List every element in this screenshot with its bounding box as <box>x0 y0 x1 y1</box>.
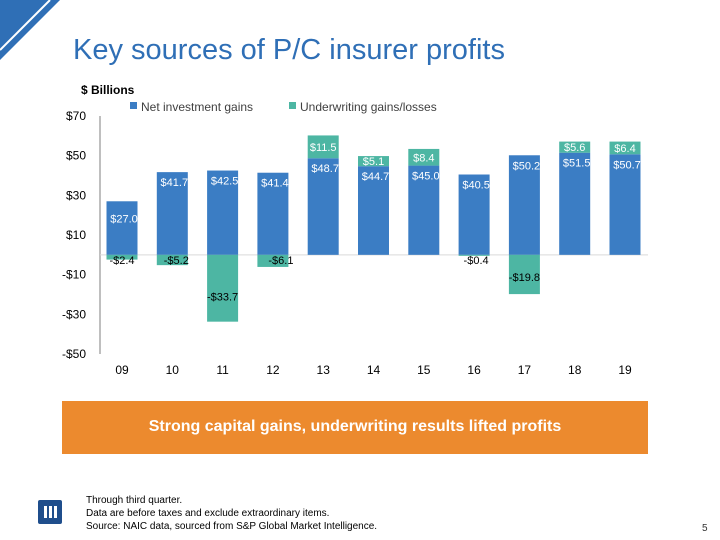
iii-logo-icon <box>38 500 62 524</box>
x-tick-label: 13 <box>317 363 331 377</box>
footnote-line: Source: NAIC data, sourced from S&P Glob… <box>86 521 378 532</box>
x-tick-label: 09 <box>115 363 129 377</box>
underwriting-data-label: $5.1 <box>363 156 384 168</box>
legend-label: Underwriting gains/losses <box>300 100 437 114</box>
y-tick-label: $70 <box>66 109 86 123</box>
investment-data-label: $41.7 <box>161 177 189 189</box>
underwriting-bar <box>458 254 490 256</box>
y-tick-label: -$50 <box>62 347 86 361</box>
investment-bar <box>307 158 339 255</box>
investment-data-label: $45.0 <box>412 171 440 183</box>
underwriting-bar <box>106 254 138 260</box>
underwriting-bar <box>207 254 239 322</box>
investment-bar <box>508 155 540 255</box>
footnotes: Through third quarter. Data are before t… <box>86 494 377 533</box>
underwriting-data-label: $6.4 <box>614 143 635 155</box>
investment-data-label: $44.7 <box>362 171 390 183</box>
underwriting-data-label: $11.5 <box>310 142 337 154</box>
investment-bar <box>408 165 440 255</box>
underwriting-bar <box>559 141 591 153</box>
y-unit-label: $ Billions <box>81 83 135 97</box>
corner-decoration <box>0 0 60 60</box>
underwriting-data-label: -$6.1 <box>268 255 293 267</box>
investment-data-label: $51.5 <box>563 158 591 170</box>
investment-data-label: $48.7 <box>311 163 339 175</box>
x-tick-label: 11 <box>216 363 229 377</box>
x-tick-label: 15 <box>417 363 431 377</box>
x-tick-label: 19 <box>618 363 632 377</box>
page-number: 5 <box>702 523 708 534</box>
y-tick-label: $30 <box>66 188 86 202</box>
y-tick-label: $50 <box>66 149 86 163</box>
underwriting-data-label: -$2.4 <box>109 255 134 267</box>
x-tick-label: 18 <box>568 363 582 377</box>
x-tick-label: 14 <box>367 363 381 377</box>
underwriting-bar <box>307 135 339 159</box>
investment-bar <box>207 170 239 255</box>
underwriting-data-label: -$33.7 <box>207 292 238 304</box>
footnote-line: Through third quarter. <box>86 495 183 506</box>
y-tick-label: $10 <box>66 228 86 242</box>
underwriting-bar <box>408 148 440 166</box>
investment-data-label: $41.4 <box>261 178 289 190</box>
underwriting-bar <box>257 254 289 267</box>
legend-swatch <box>289 102 296 109</box>
x-tick-label: 12 <box>266 363 280 377</box>
summary-banner-text: Strong capital gains, underwriting resul… <box>148 418 562 435</box>
x-tick-label: 16 <box>467 363 481 377</box>
investment-bar <box>156 172 188 255</box>
investment-bar <box>458 174 490 255</box>
investment-data-label: $27.0 <box>110 213 138 225</box>
underwriting-bar <box>156 254 188 266</box>
investment-data-label: $42.5 <box>211 176 239 188</box>
y-tick-label: -$10 <box>62 268 86 282</box>
underwriting-data-label: -$0.4 <box>464 255 489 267</box>
x-tick-label: 10 <box>166 363 180 377</box>
investment-bar <box>559 152 591 255</box>
investment-data-label: $40.5 <box>462 180 490 192</box>
x-tick-label: 17 <box>518 363 532 377</box>
underwriting-data-label: $8.4 <box>413 152 434 164</box>
investment-bar <box>358 166 389 255</box>
underwriting-data-label: $5.6 <box>564 142 585 154</box>
investment-bar <box>257 172 289 255</box>
investment-data-label: $50.7 <box>613 159 641 171</box>
summary-banner: Strong capital gains, underwriting resul… <box>62 401 648 454</box>
profit-sources-chart: $ Billions Net investment gains Underwriti… <box>62 83 648 377</box>
slide-title: Key sources of P/C insurer profits <box>73 34 505 66</box>
underwriting-bar <box>508 254 540 295</box>
legend-label: Net investment gains <box>141 100 253 114</box>
investment-data-label: $50.2 <box>513 160 541 172</box>
underwriting-bar <box>358 156 389 167</box>
underwriting-data-label: -$19.8 <box>509 272 540 284</box>
legend-swatch <box>130 102 137 109</box>
y-tick-label: -$30 <box>62 307 86 321</box>
investment-bar <box>609 154 641 255</box>
underwriting-data-label: -$5.2 <box>164 255 189 267</box>
underwriting-bar <box>609 141 641 155</box>
footnote-line: Data are before taxes and exclude extrao… <box>86 508 330 519</box>
investment-bar <box>106 201 138 255</box>
